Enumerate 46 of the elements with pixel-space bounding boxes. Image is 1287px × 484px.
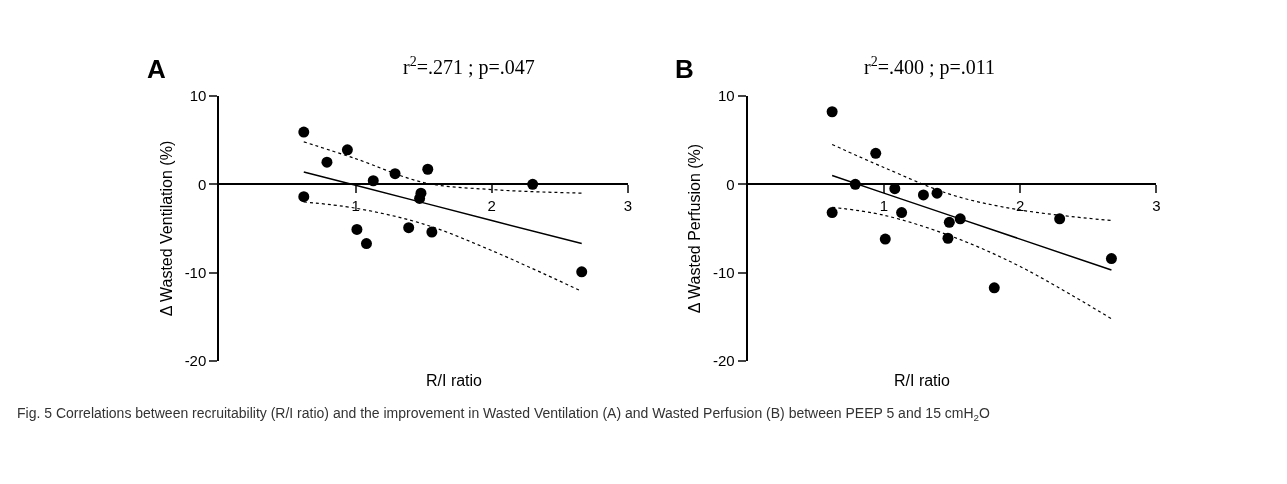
point — [422, 163, 434, 175]
y-tick-label: -20 — [712, 352, 735, 370]
point — [298, 191, 310, 203]
x-axis-title: R/I ratio — [426, 372, 483, 389]
chart-title: A — [147, 54, 166, 84]
x-tick-label: 2 — [487, 197, 496, 215]
caption: Fig. 5 Correlations between recruitability (R/I ratio) and the improvement in Wasted Ventilation (A) and Wasted Perfusion (B) between PEEP 5 and 15 cmH$_{2}$O — [17, 405, 991, 423]
chart-title: B — [675, 54, 694, 84]
y-axis-title: Δ Wasted Perfusion (%) — [686, 143, 704, 314]
x-tick-label: 1 — [351, 197, 360, 215]
point — [426, 226, 438, 238]
y-tick-label: -20 — [184, 352, 207, 370]
point — [943, 216, 955, 228]
point — [870, 147, 882, 159]
point — [917, 189, 929, 201]
point — [360, 238, 372, 250]
point — [367, 175, 379, 187]
point — [527, 178, 539, 190]
point — [826, 207, 838, 219]
point — [1054, 213, 1066, 225]
y-tick-label: -10 — [184, 263, 207, 281]
point — [896, 207, 908, 219]
y-tick-label: 0 — [197, 175, 207, 193]
point — [403, 222, 415, 234]
point — [1105, 253, 1117, 265]
text: r$^{2}$=.400 ; p=.011 — [864, 54, 996, 80]
point — [879, 233, 891, 245]
y-tick-label: 0 — [726, 175, 735, 193]
point — [988, 282, 1000, 294]
text: r$^{2}$=.271 ; p=.047 — [403, 54, 535, 80]
x-tick-label: 3 — [1152, 197, 1161, 215]
point — [351, 223, 363, 235]
y-tick-label: 10 — [189, 87, 207, 105]
point — [341, 144, 353, 156]
x-tick-label: 3 — [623, 197, 633, 215]
x-tick-label: 1 — [879, 197, 889, 215]
x-tick-label: 2 — [1015, 197, 1025, 215]
point — [931, 187, 943, 199]
point — [576, 266, 588, 278]
y-axis-title: Δ Wasted Ventilation (%) — [158, 140, 176, 317]
point — [826, 106, 838, 118]
point — [321, 156, 333, 168]
y-tick-label: -10 — [712, 263, 735, 281]
point — [298, 126, 310, 138]
y-tick-label: 10 — [717, 87, 735, 105]
x-axis-title: R/I ratio — [894, 372, 951, 389]
